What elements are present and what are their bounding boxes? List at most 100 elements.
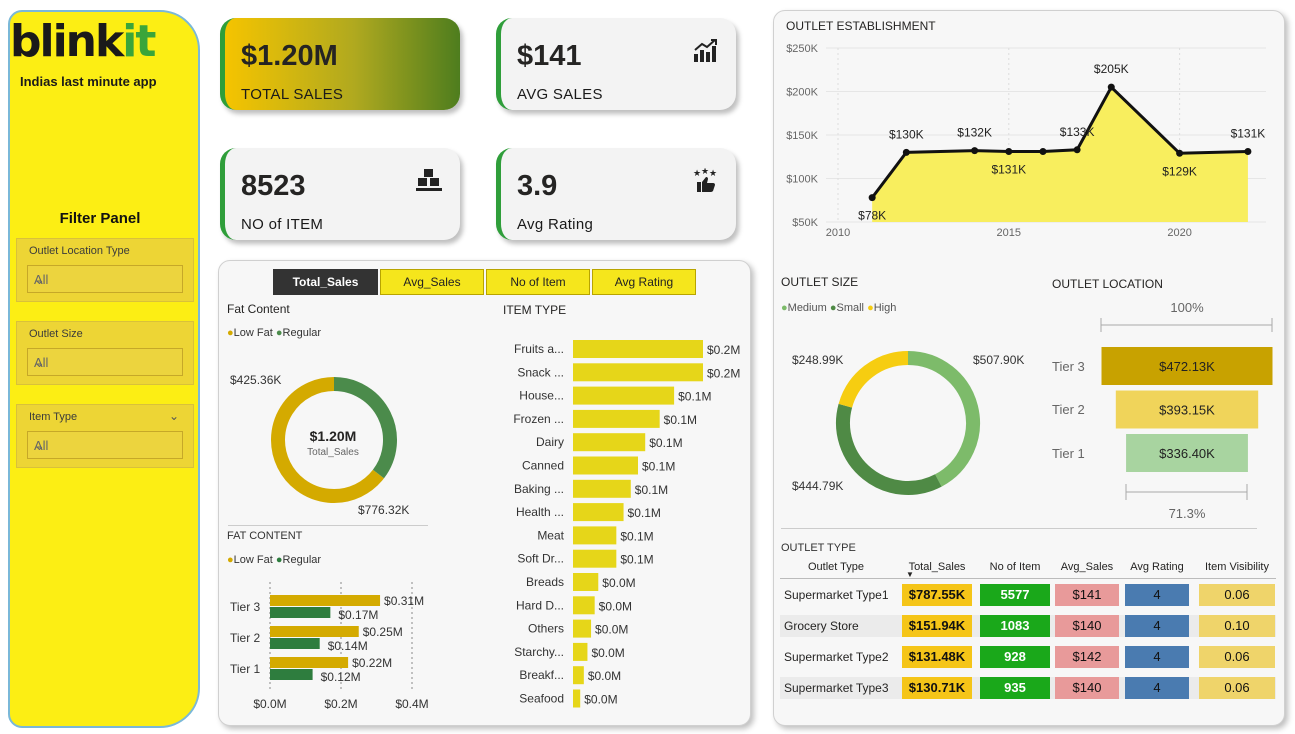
- data-label: $0.0M: [599, 599, 632, 613]
- funnel-bar: [1126, 434, 1248, 472]
- data-label: $0.0M: [588, 669, 621, 683]
- table-cell: 935: [980, 677, 1050, 699]
- fat-content-title: Fat Content: [227, 302, 290, 316]
- donut-label-regular: $425.36K: [230, 373, 281, 387]
- item-bar: [573, 573, 599, 591]
- funnel-value-label: $336.40K: [1159, 446, 1215, 461]
- table-cell: 4: [1125, 646, 1189, 668]
- chevron-down-icon[interactable]: ⌄: [168, 409, 179, 423]
- item-bar: [573, 549, 617, 568]
- tab-avg-sales[interactable]: Avg_Sales: [380, 269, 484, 295]
- legend-label: Low Fat: [233, 327, 273, 339]
- item-type-bar-chart: Fruits a... $0.2M Snack ... $0.2M House... $0…: [513, 340, 740, 708]
- filter-label: Outlet Location Type: [29, 245, 130, 257]
- legend-dot-icon: ●: [227, 554, 234, 566]
- item-bar: [573, 386, 675, 405]
- outlet-size-donut: $248.99K $507.90K $444.79K: [792, 351, 1024, 495]
- category-label: Starchy...: [514, 645, 564, 659]
- divider: [781, 528, 1257, 529]
- tier-label: Tier 1: [230, 662, 261, 676]
- outlet-type-cell: Supermarket Type2: [784, 650, 889, 664]
- table-row[interactable]: Supermarket Type3 $130.71K 935 $140 4 0.06: [780, 677, 1276, 699]
- data-label: $0.0M: [595, 623, 628, 637]
- chevron-down-icon: ⌄: [34, 272, 45, 287]
- category-label: House...: [519, 389, 564, 403]
- y-tick-label: $200K: [786, 87, 818, 99]
- filter-panel-title: Filter Panel: [59, 210, 141, 227]
- data-point: [1039, 148, 1047, 156]
- y-tick-label: $250K: [786, 43, 818, 55]
- data-point: [1244, 148, 1252, 156]
- data-label: $0.12M: [321, 670, 361, 684]
- table-header[interactable]: Total_Sales: [908, 561, 966, 573]
- outlet-establishment-area-chart: $250K $200K $150K $100K $50K 2010 2015 2020 $78K…: [786, 43, 1266, 239]
- category-label: Others: [528, 622, 564, 636]
- data-label: $129K: [1162, 164, 1197, 178]
- chevron-down-icon: ⌄: [34, 355, 45, 370]
- outlet-size-legend: ●Medium ●Small ●High: [781, 302, 896, 314]
- category-label: Breads: [526, 575, 564, 589]
- table-header[interactable]: Avg Rating: [1130, 561, 1184, 573]
- data-label: $0.25M: [363, 625, 403, 639]
- funnel-bar: [1101, 347, 1273, 385]
- legend-label: Low Fat: [233, 554, 273, 566]
- data-label: $0.14M: [328, 639, 368, 653]
- item-bar: [573, 526, 617, 545]
- table-cell: 0.06: [1199, 584, 1275, 606]
- tab-avg-rating[interactable]: Avg Rating: [592, 269, 696, 295]
- data-label: $132K: [957, 126, 992, 140]
- item-bar: [573, 456, 638, 475]
- funnel-value-label: $472.13K: [1159, 359, 1215, 374]
- item-type-select[interactable]: All ⌄: [27, 431, 183, 459]
- x-tick-label: 2010: [826, 227, 850, 239]
- x-tick-label: 2015: [997, 227, 1021, 239]
- donut-slice: [838, 351, 909, 408]
- table-cell: 4: [1125, 584, 1189, 606]
- legend-label: Regular: [282, 554, 322, 566]
- table-row[interactable]: Grocery Store $151.94K 1083 $140 4 0.10: [780, 615, 1276, 637]
- table-header[interactable]: No of Item: [989, 561, 1041, 573]
- outlet-size-title: OUTLET SIZE: [781, 275, 859, 289]
- item-bar: [573, 409, 660, 428]
- category-label: Canned: [522, 459, 564, 473]
- tab-total-sales[interactable]: Total_Sales: [273, 269, 378, 295]
- table-header[interactable]: Avg_Sales: [1060, 561, 1114, 573]
- table-header[interactable]: Item Visibility: [1205, 561, 1269, 573]
- table-cell: $140: [1055, 677, 1119, 699]
- bar-regular: [270, 638, 320, 649]
- table-row[interactable]: Supermarket Type1 $787.55K 5577 $141 4 0.06: [780, 584, 1276, 606]
- filter-item-type: Item Type ⌄ All ⌄: [16, 404, 194, 468]
- table-cell: 0.06: [1199, 646, 1275, 668]
- table-row[interactable]: Supermarket Type2 $131.48K 928 $142 4 0.06: [780, 646, 1276, 668]
- item-bar: [573, 340, 703, 358]
- category-label: Meat: [537, 528, 564, 542]
- item-bar: [573, 433, 646, 452]
- kpi-value: $141: [517, 40, 582, 72]
- kpi-label: TOTAL SALES: [241, 86, 344, 103]
- outlet-establishment-title: OUTLET ESTABLISHMENT: [786, 19, 936, 33]
- table-cell: $151.94K: [902, 615, 972, 637]
- legend-dot-icon: ●: [275, 554, 283, 566]
- category-label: Soft Dr...: [517, 552, 564, 566]
- table-cell: 5577: [980, 584, 1050, 606]
- outlet-size-select[interactable]: All ⌄: [27, 348, 183, 376]
- item-bar: [573, 689, 581, 708]
- donut-slice: [333, 377, 397, 479]
- table-cell: $140: [1055, 615, 1119, 637]
- data-label: $131K: [1231, 127, 1266, 141]
- tab-no-of-item[interactable]: No of Item: [486, 269, 590, 295]
- bar-regular: [270, 607, 331, 618]
- table-cell: 928: [980, 646, 1050, 668]
- bar-low-fat: [270, 595, 381, 606]
- outlet-location-select[interactable]: All ⌄: [27, 265, 183, 293]
- item-bar: [573, 666, 584, 685]
- table-header[interactable]: Outlet Type: [807, 561, 865, 573]
- divider: [780, 578, 1276, 579]
- filter-outlet-location-type: Outlet Location Type All ⌄: [16, 238, 194, 302]
- funnel-tier-label: Tier 3: [1052, 359, 1085, 374]
- tier-label: Tier 2: [230, 631, 261, 645]
- data-point: [971, 147, 979, 155]
- filter-label: Item Type: [29, 411, 78, 423]
- item-type-title: ITEM TYPE: [503, 303, 567, 317]
- data-label: $0.2M: [707, 343, 740, 357]
